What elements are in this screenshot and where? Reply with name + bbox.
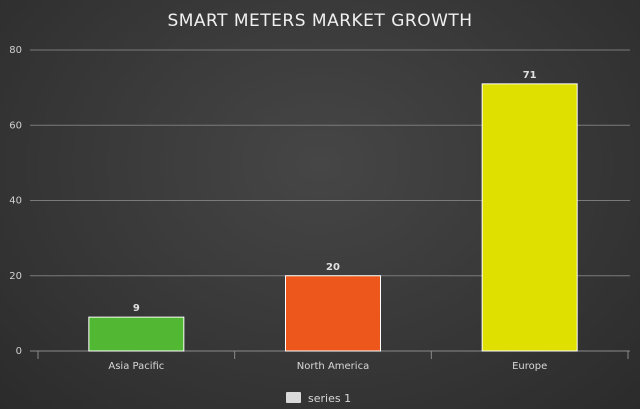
data-label: 9 xyxy=(133,303,140,314)
y-tick-label: 20 xyxy=(9,271,22,282)
legend-label: series 1 xyxy=(308,392,351,405)
legend[interactable]: series 1 xyxy=(286,392,351,405)
x-category-label: Asia Pacific xyxy=(108,361,164,372)
x-axis: Asia Pacific North America Europe xyxy=(37,351,629,372)
bar-asia-pacific[interactable] xyxy=(88,316,185,352)
chart-title: SMART METERS MARKET GROWTH xyxy=(167,11,472,31)
y-tick-label: 40 xyxy=(9,196,22,207)
y-axis: 0 20 40 60 80 xyxy=(9,45,22,357)
y-tick-label: 60 xyxy=(9,120,22,131)
data-label: 20 xyxy=(326,262,340,273)
y-tick-label: 0 xyxy=(16,346,22,357)
data-label: 71 xyxy=(523,70,537,81)
x-category-label: North America xyxy=(297,361,369,372)
bar-north-america[interactable] xyxy=(285,275,381,352)
bar-series: 9 20 71 xyxy=(88,70,578,352)
legend-swatch xyxy=(286,392,301,403)
bar-europe[interactable] xyxy=(481,83,578,352)
x-category-label: Europe xyxy=(512,361,547,372)
y-tick-label: 80 xyxy=(9,45,22,56)
